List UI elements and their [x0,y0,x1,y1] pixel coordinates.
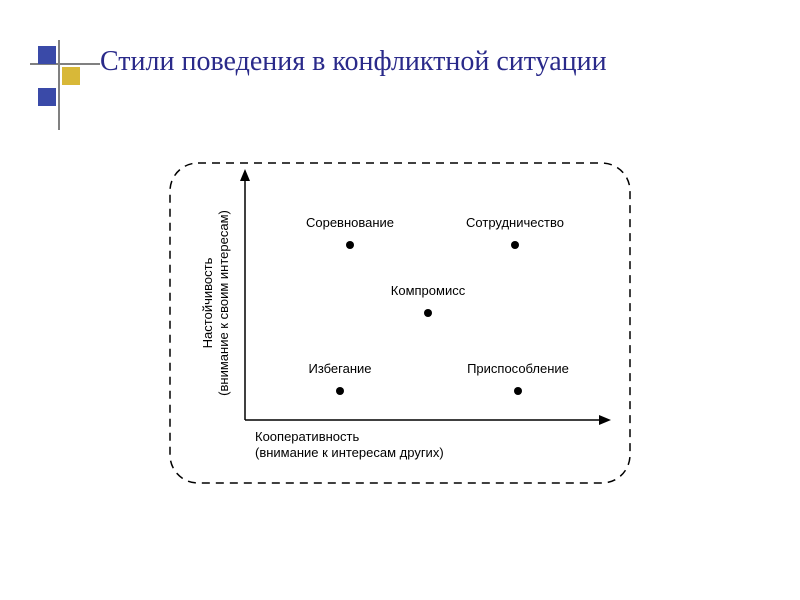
point-label: Избегание [308,361,371,376]
diagram-border [170,163,630,483]
point-label: Компромисс [391,283,466,298]
conflict-styles-diagram: Настойчивость (внимание к своим интереса… [160,155,640,495]
x-axis-label-2: (внимание к интересам других) [255,445,444,460]
x-axis-label: Кооперативность (внимание к интересам др… [255,429,444,460]
y-axis-label: Настойчивость (внимание к своим интереса… [200,210,231,396]
data-point: Приспособление [467,361,569,395]
point-dot [424,309,432,317]
point-dot [346,241,354,249]
title-text: Стили поведения в конфликтной ситуации [100,46,607,77]
y-axis-label-1: Настойчивость [200,257,215,348]
point-label: Сотрудничество [466,215,564,230]
point-dot [514,387,522,395]
y-axis [240,169,250,420]
x-axis-label-1: Кооперативность [255,429,359,444]
point-label: Приспособление [467,361,569,376]
diagram-svg: Настойчивость (внимание к своим интереса… [160,155,640,495]
x-axis [245,415,611,425]
point-dot [511,241,519,249]
slide-decoration [30,40,90,120]
data-point: Сотрудничество [466,215,564,249]
data-point: Компромисс [391,283,466,317]
y-axis-label-2: (внимание к своим интересам) [216,210,231,396]
data-point: Соревнование [306,215,394,249]
data-points: Соревнование Сотрудничество Компромисс Избе… [306,215,569,395]
point-dot [336,387,344,395]
data-point: Избегание [308,361,371,395]
point-label: Соревнование [306,215,394,230]
page-title: Стили поведения в конфликтной ситуации [100,44,740,79]
